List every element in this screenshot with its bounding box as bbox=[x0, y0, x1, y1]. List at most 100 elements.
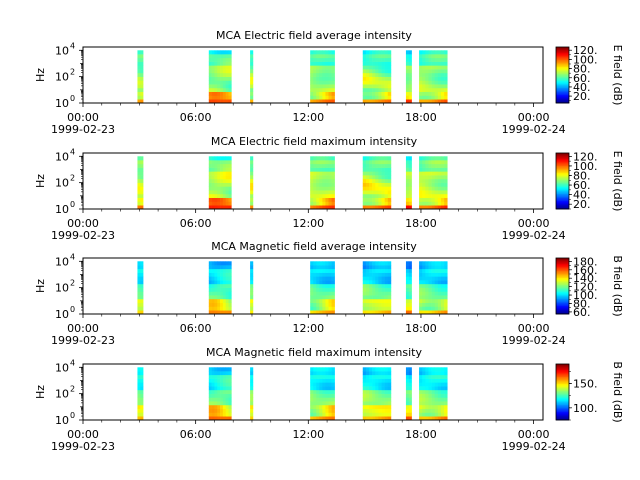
spectrogram-cell bbox=[405, 283, 410, 288]
data-segment-3 bbox=[250, 367, 254, 421]
spectrogram-cell bbox=[211, 393, 215, 398]
spectrogram-cell bbox=[384, 306, 389, 311]
spectrogram-cell bbox=[425, 99, 429, 104]
spectrogram-cell bbox=[408, 205, 412, 210]
spectrogram-cell bbox=[444, 272, 448, 277]
spectrogram-cell bbox=[408, 186, 412, 191]
spectrogram-cell bbox=[319, 265, 323, 270]
spectrogram-cell bbox=[222, 280, 226, 285]
colorbar-swatch bbox=[556, 168, 569, 171]
spectrogram-cell bbox=[137, 54, 141, 59]
spectrogram-cell bbox=[440, 393, 445, 398]
spectrogram-cell bbox=[378, 371, 382, 376]
spectrogram-cell bbox=[140, 404, 144, 409]
spectrogram-cell bbox=[222, 408, 226, 413]
spectrogram-cell bbox=[322, 291, 326, 296]
colorbar-swatch bbox=[556, 207, 569, 210]
spectrogram-cell bbox=[431, 171, 436, 176]
spectrogram-cell bbox=[328, 91, 332, 96]
spectrogram-cell bbox=[325, 276, 329, 281]
spectrogram-cell bbox=[220, 91, 224, 96]
x-tick-label: 00:00 bbox=[518, 111, 550, 124]
spectrogram-cell bbox=[381, 268, 385, 273]
y-tick-label: 10 bbox=[55, 282, 69, 295]
spectrogram-cell bbox=[369, 76, 373, 81]
spectrogram-cell bbox=[437, 280, 442, 285]
spectrogram-cell bbox=[428, 412, 432, 417]
spectrogram-cell bbox=[325, 171, 329, 176]
spectrogram-cell bbox=[362, 397, 367, 402]
colorbar-swatch bbox=[556, 263, 569, 266]
spectrogram-cell bbox=[322, 95, 326, 100]
spectrogram-cell bbox=[422, 272, 426, 277]
spectrogram-cell bbox=[140, 178, 144, 183]
spectrogram-cell bbox=[365, 182, 370, 187]
spectrogram-cell bbox=[440, 197, 445, 202]
spectrogram-cell bbox=[440, 87, 445, 92]
spectrogram-cell bbox=[319, 156, 323, 161]
spectrogram-cell bbox=[140, 65, 144, 70]
spectrogram-cell bbox=[384, 201, 389, 206]
spectrogram-cell bbox=[422, 371, 426, 376]
spectrogram-cell bbox=[369, 193, 373, 198]
spectrogram-cell bbox=[316, 386, 320, 391]
spectrogram-cell bbox=[431, 190, 436, 195]
spectrogram-cell bbox=[372, 201, 376, 206]
colorbar-swatch bbox=[556, 403, 569, 405]
spectrogram-cell bbox=[328, 50, 332, 55]
colorbar-tick-label: 150. bbox=[573, 377, 598, 390]
spectrogram-cell bbox=[228, 272, 232, 277]
spectrogram-cell bbox=[362, 65, 367, 70]
spectrogram-cell bbox=[362, 310, 367, 315]
spectrogram-cell bbox=[408, 393, 412, 398]
spectrogram-cell bbox=[428, 99, 432, 104]
spectrogram-cell bbox=[372, 389, 376, 394]
spectrogram-cell bbox=[384, 178, 389, 183]
spectrogram-cell bbox=[322, 295, 326, 300]
spectrogram-cell bbox=[422, 287, 426, 292]
spectrogram-cell bbox=[381, 298, 385, 303]
spectrogram-cell bbox=[228, 163, 232, 168]
spectrogram-cell bbox=[372, 291, 376, 296]
spectrogram-cell bbox=[444, 91, 448, 96]
spectrogram-cell bbox=[137, 91, 141, 96]
spectrogram-cell bbox=[437, 389, 442, 394]
spectrogram-cell bbox=[313, 416, 317, 421]
spectrogram-cell bbox=[362, 197, 367, 202]
spectrogram-cell bbox=[422, 57, 426, 62]
spectrogram-cell bbox=[222, 378, 226, 383]
spectrogram-cell bbox=[322, 197, 326, 202]
spectrogram-cell bbox=[225, 283, 229, 288]
spectrogram-cell bbox=[419, 91, 423, 96]
spectrogram-cell bbox=[440, 404, 445, 409]
spectrogram-cell bbox=[365, 201, 370, 206]
spectrogram-cell bbox=[310, 378, 314, 383]
spectrogram-cell bbox=[428, 371, 432, 376]
spectrogram-cell bbox=[431, 283, 436, 288]
spectrogram-cell bbox=[362, 95, 367, 100]
spectrogram-cell bbox=[225, 156, 229, 161]
spectrogram-cell bbox=[444, 408, 448, 413]
spectrogram-cell bbox=[217, 272, 221, 277]
spectrogram-cell bbox=[214, 72, 218, 77]
spectrogram-cell bbox=[316, 310, 320, 315]
y-tick-label: 10 bbox=[55, 97, 69, 110]
spectrogram-cell bbox=[408, 404, 412, 409]
spectrogram-cell bbox=[220, 163, 224, 168]
spectrogram-cell bbox=[331, 190, 335, 195]
spectrogram-cell bbox=[313, 57, 317, 62]
spectrogram-cell bbox=[384, 156, 389, 161]
spectrogram-cell bbox=[422, 404, 426, 409]
spectrogram-cell bbox=[250, 65, 254, 70]
spectrogram-cell bbox=[313, 91, 317, 96]
spectrogram-cell bbox=[319, 72, 323, 77]
spectrogram-cell bbox=[365, 69, 370, 74]
spectrogram-cell bbox=[325, 76, 329, 81]
spectrogram-cell bbox=[425, 190, 429, 195]
spectrogram-cell bbox=[313, 84, 317, 89]
spectrogram-cell bbox=[375, 295, 379, 300]
spectrogram-cell bbox=[319, 190, 323, 195]
spectrogram-cell bbox=[437, 287, 442, 292]
spectrogram-cell bbox=[408, 291, 412, 296]
spectrogram-cell bbox=[372, 382, 376, 387]
